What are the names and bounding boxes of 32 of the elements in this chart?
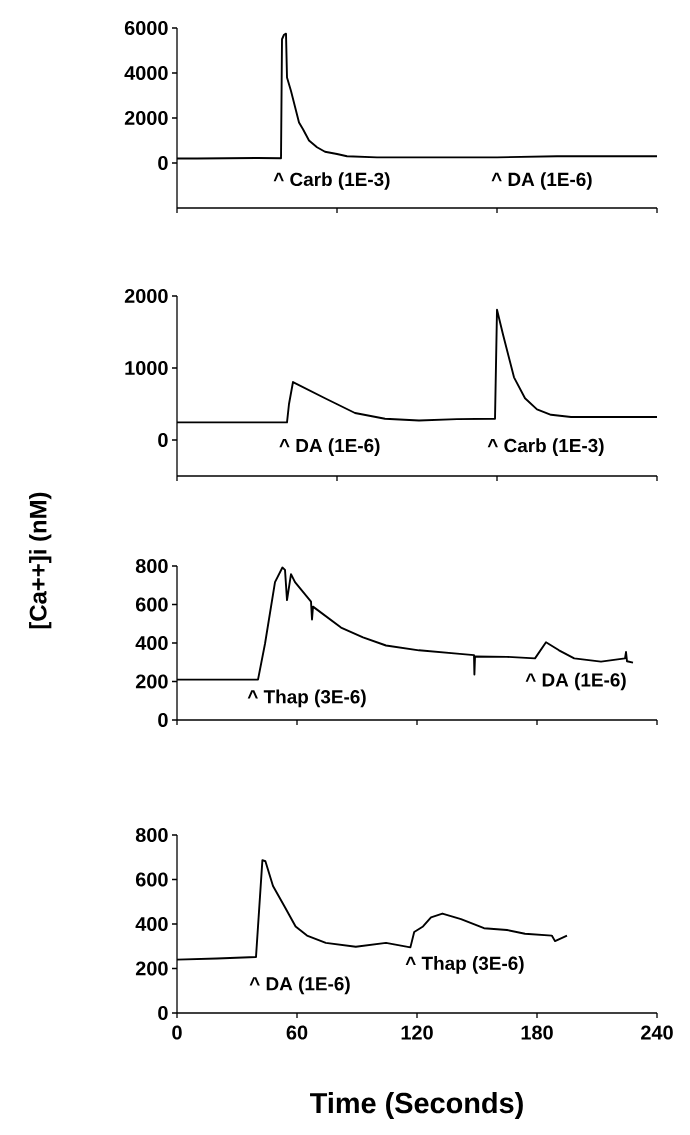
annotation: ^ Thap (3E-6) <box>247 689 366 708</box>
x-tick-label: 180 <box>521 1025 553 1040</box>
y-tick-label: 0 <box>158 432 168 448</box>
y-tick-label: 4000 <box>124 65 168 81</box>
annotation: ^ Carb (1E-3) <box>487 438 604 457</box>
y-tick-label: 800 <box>135 558 168 574</box>
x-axis-title: Time (Seconds) <box>310 1092 523 1120</box>
y-axis-title: [Ca++]i (nM) <box>29 492 52 629</box>
annotation: ^ DA (1E-6) <box>279 438 380 457</box>
y-tick-label: 2000 <box>124 110 168 126</box>
y-tick-label: 1000 <box>125 360 168 376</box>
annotation: ^ Thap (3E-6) <box>405 956 524 974</box>
x-tick-label: 120 <box>401 1025 433 1040</box>
y-tick-label: 400 <box>135 916 168 932</box>
y-tick-label: 400 <box>135 635 168 651</box>
y-tick-label: 0 <box>158 155 168 171</box>
y-tick-label: 200 <box>135 674 168 689</box>
annotation: ^ DA (1E-6) <box>491 172 592 190</box>
annotation: ^ DA (1E-6) <box>249 976 350 995</box>
x-tick-label: 240 <box>641 1025 673 1040</box>
y-tick-label: 600 <box>135 597 168 612</box>
x-tick-label: 60 <box>286 1025 308 1040</box>
y-tick-label: 0 <box>158 1005 168 1021</box>
annotation: ^ DA (1E-6) <box>525 672 626 691</box>
y-tick-label: 2000 <box>124 288 168 304</box>
y-tick-label: 600 <box>135 872 168 887</box>
y-tick-label: 200 <box>135 961 168 976</box>
y-tick-label: 800 <box>135 827 168 843</box>
y-tick-label: 6000 <box>124 20 168 36</box>
y-tick-label: 0 <box>158 712 168 728</box>
annotation: ^ Carb (1E-3) <box>273 172 390 190</box>
x-tick-label: 0 <box>172 1025 182 1040</box>
